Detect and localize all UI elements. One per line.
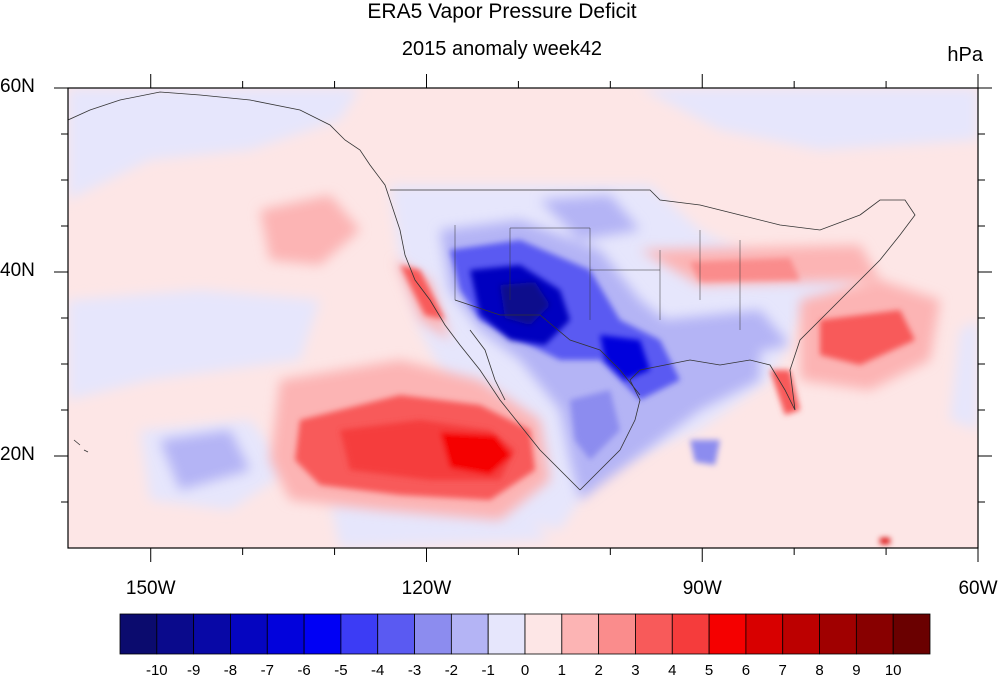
colorbar-box xyxy=(266,613,305,655)
colorbar-level-label: -10 xyxy=(145,662,168,679)
colorbar-box xyxy=(414,613,452,655)
colorbar-box xyxy=(671,613,710,655)
colorbar-box xyxy=(561,613,600,655)
gulf-atlantic-coastline xyxy=(579,199,916,491)
colorbar-level-label: -7 xyxy=(260,662,274,679)
colorbar-box xyxy=(819,613,857,655)
colorbar-box xyxy=(635,613,673,655)
extreme-negative-regions xyxy=(470,265,650,380)
strong-positive-regions xyxy=(340,420,890,544)
colorbar-box xyxy=(193,613,231,655)
colorbar-level-label: 8 xyxy=(815,662,824,679)
colorbar-level-label: 0 xyxy=(520,662,530,679)
state-borders xyxy=(454,225,741,330)
colorbar-box xyxy=(487,613,526,655)
colorbar-box xyxy=(524,613,563,655)
colorbar-level-label: 3 xyxy=(631,662,640,679)
units-label: hPa xyxy=(947,44,983,66)
axis-ticks xyxy=(54,74,992,562)
colorbar-box xyxy=(598,613,636,655)
colorbar-box xyxy=(377,613,415,655)
baja-peninsula xyxy=(469,329,506,401)
pacific-coastline xyxy=(68,91,581,491)
colorbar-box xyxy=(119,613,158,655)
us-mexico-border xyxy=(454,299,641,396)
colorbar-box xyxy=(708,613,747,655)
figure-subtitle: 2015 anomaly week42 xyxy=(401,38,603,60)
lat-label: 40N xyxy=(0,260,35,281)
colorbar-level-label: 5 xyxy=(704,662,714,679)
hawaii xyxy=(73,439,89,453)
colorbar-level-label: 6 xyxy=(741,662,751,679)
anomaly-field xyxy=(68,88,978,548)
lat-label: 60N xyxy=(0,76,35,97)
colorbar-box xyxy=(156,613,195,655)
colorbar-level-label: 2 xyxy=(594,662,603,679)
lon-label: 150W xyxy=(125,578,176,599)
colorbar-level-label: -2 xyxy=(444,662,459,679)
colorbar-box xyxy=(230,613,268,655)
colorbar-level-label: 4 xyxy=(668,662,677,679)
colorbar-level-label: -4 xyxy=(371,662,385,679)
colorbar-box xyxy=(782,613,820,655)
us-canada-border xyxy=(390,189,861,231)
lon-label: 90W xyxy=(682,578,722,599)
colorbar-level-label: -1 xyxy=(481,662,495,679)
colorbar-box xyxy=(745,613,784,655)
lat-label: 20N xyxy=(0,444,35,465)
colorbar-level-label: -8 xyxy=(223,662,238,679)
colorbar-box xyxy=(450,613,489,655)
colorbar-level-label: -6 xyxy=(297,662,311,679)
colorbar-box xyxy=(892,613,931,655)
coastlines-and-borders xyxy=(68,91,916,491)
colorbar-level-label: 10 xyxy=(884,662,902,679)
colorbar-box xyxy=(303,613,342,655)
colorbar-level-label: -3 xyxy=(407,662,422,679)
lon-label: 120W xyxy=(401,578,452,599)
colorbar-level-label: 9 xyxy=(852,662,861,679)
colorbar-level-label: -5 xyxy=(334,662,348,679)
colorbar xyxy=(119,613,931,655)
colorbar-box xyxy=(855,613,894,655)
colorbar-level-label: 1 xyxy=(557,662,566,679)
lon-label: 60W xyxy=(958,578,998,599)
colorbar-box xyxy=(340,613,379,655)
figure-title: ERA5 Vapor Pressure Deficit xyxy=(367,0,637,23)
colorbar-level-label: 7 xyxy=(778,662,787,679)
colorbar-level-label: -9 xyxy=(186,662,201,679)
